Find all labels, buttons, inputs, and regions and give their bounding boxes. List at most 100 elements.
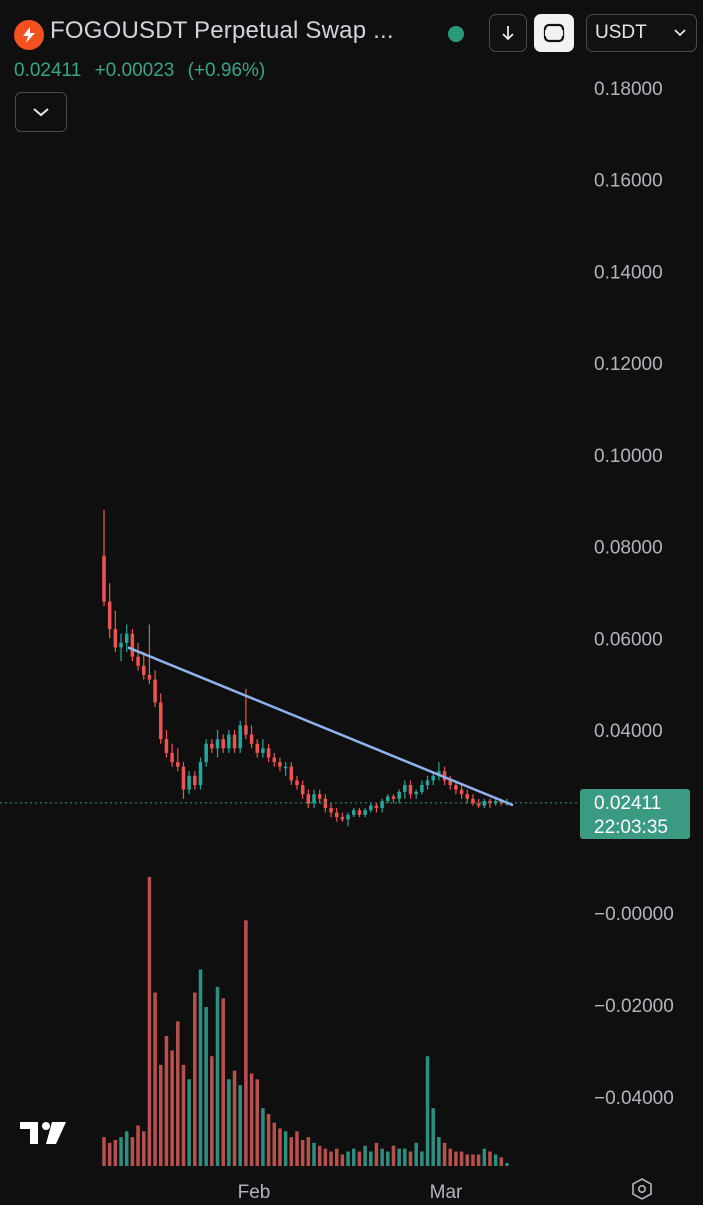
candle <box>221 734 225 753</box>
candle <box>488 798 492 808</box>
candle-body <box>306 794 311 804</box>
candle <box>317 789 322 804</box>
price-tick-label: 0.08000 <box>594 538 663 559</box>
candle <box>107 583 112 639</box>
volume-bar <box>437 1137 441 1166</box>
volume-bar <box>363 1145 367 1166</box>
candle-body <box>482 801 487 806</box>
volume-bar <box>346 1151 350 1166</box>
price-axis[interactable]: 0.18000 0.16000 0.14000 0.12000 0.10000 0.080… <box>594 79 663 742</box>
candle-body <box>363 810 367 815</box>
candle-body <box>300 785 305 795</box>
candle <box>471 794 475 806</box>
candle-body <box>130 633 135 657</box>
market-status-icon[interactable] <box>439 20 473 48</box>
volume-bar <box>176 1021 180 1166</box>
volume-bar <box>170 1050 174 1166</box>
volume-bar <box>374 1142 379 1166</box>
candle-body <box>317 794 322 799</box>
candle <box>193 771 197 790</box>
volume-bar <box>119 1137 123 1166</box>
candle-body <box>227 734 231 749</box>
candle-body <box>351 810 356 815</box>
candle <box>306 789 311 808</box>
fogo-flame-icon <box>14 20 44 50</box>
volume-bar <box>187 1079 191 1166</box>
volume-bar <box>471 1154 475 1166</box>
candle-body <box>238 725 242 749</box>
volume-bar <box>249 1073 254 1166</box>
volume-bar <box>317 1145 322 1166</box>
volume-bar <box>499 1157 504 1166</box>
candle-body <box>499 801 504 804</box>
candle <box>414 789 418 799</box>
volume-series <box>102 877 509 1166</box>
candle-body <box>255 743 260 753</box>
volume-bar <box>459 1151 464 1166</box>
volume-bar <box>130 1137 135 1166</box>
candle-body <box>153 679 157 703</box>
tradingview-logo-icon[interactable] <box>18 1118 70 1151</box>
volume-bar <box>238 1085 242 1166</box>
candle-body <box>380 801 384 808</box>
currency-select[interactable]: USDT <box>586 14 697 52</box>
volume-bar <box>465 1154 470 1166</box>
volume-bar <box>215 986 220 1166</box>
volume-bar <box>403 1148 407 1166</box>
candle <box>261 739 265 758</box>
volume-bar <box>448 1148 452 1166</box>
volume-bar <box>227 1079 231 1166</box>
volume-bar <box>312 1142 316 1166</box>
candle-series <box>102 509 509 827</box>
volume-bar <box>300 1139 305 1166</box>
price-tick-label: 0.12000 <box>594 354 663 375</box>
candle <box>397 789 401 804</box>
chevron-down-icon <box>33 108 49 117</box>
volume-bar <box>431 1108 435 1166</box>
candle-body <box>164 739 169 753</box>
candle-body <box>340 817 345 820</box>
last-price: 0.02411 <box>14 60 82 81</box>
volume-bar <box>425 1056 430 1166</box>
symbol-title[interactable]: FOGOUSDT Perpetual Swap ... <box>50 17 394 44</box>
candle <box>363 807 367 818</box>
candle-body <box>124 633 129 643</box>
settings-icon[interactable] <box>630 1178 654 1205</box>
candle <box>176 748 180 772</box>
candle-body <box>272 757 277 763</box>
candle <box>272 752 277 767</box>
candle-body <box>193 775 197 786</box>
candle <box>204 739 208 767</box>
candle-body <box>198 762 203 786</box>
price-change-pct: (+0.96%) <box>187 60 266 81</box>
collapse-legend-button[interactable] <box>15 92 67 132</box>
candle-body <box>334 812 339 818</box>
volume-bar <box>329 1151 333 1166</box>
candle-body <box>374 805 379 808</box>
price-change: +0.00023 <box>94 60 175 81</box>
candle-body <box>414 791 418 795</box>
candle <box>198 757 203 790</box>
volume-bar <box>283 1131 288 1166</box>
time-axis[interactable]: Feb Mar <box>238 1182 463 1200</box>
candle <box>420 780 424 795</box>
candle <box>210 739 214 753</box>
arrow-down-button[interactable] <box>489 14 527 52</box>
candle-body <box>408 785 413 795</box>
fit-screen-button[interactable] <box>534 14 574 52</box>
price-tick-label: 0.16000 <box>594 171 663 192</box>
candle <box>278 757 282 772</box>
candle <box>289 762 294 786</box>
volume-axis: −0.00000 −0.02000 −0.04000 <box>594 904 674 1109</box>
candle <box>300 780 305 799</box>
volume-bar <box>204 1007 208 1166</box>
volume-bar <box>476 1154 481 1166</box>
price-tick-label: 0.04000 <box>594 721 663 742</box>
candle-body <box>176 762 180 767</box>
candle <box>181 762 186 799</box>
candle-body <box>204 743 208 763</box>
trendline[interactable] <box>127 646 514 807</box>
candle-body <box>323 798 328 808</box>
candle-body <box>210 743 214 749</box>
